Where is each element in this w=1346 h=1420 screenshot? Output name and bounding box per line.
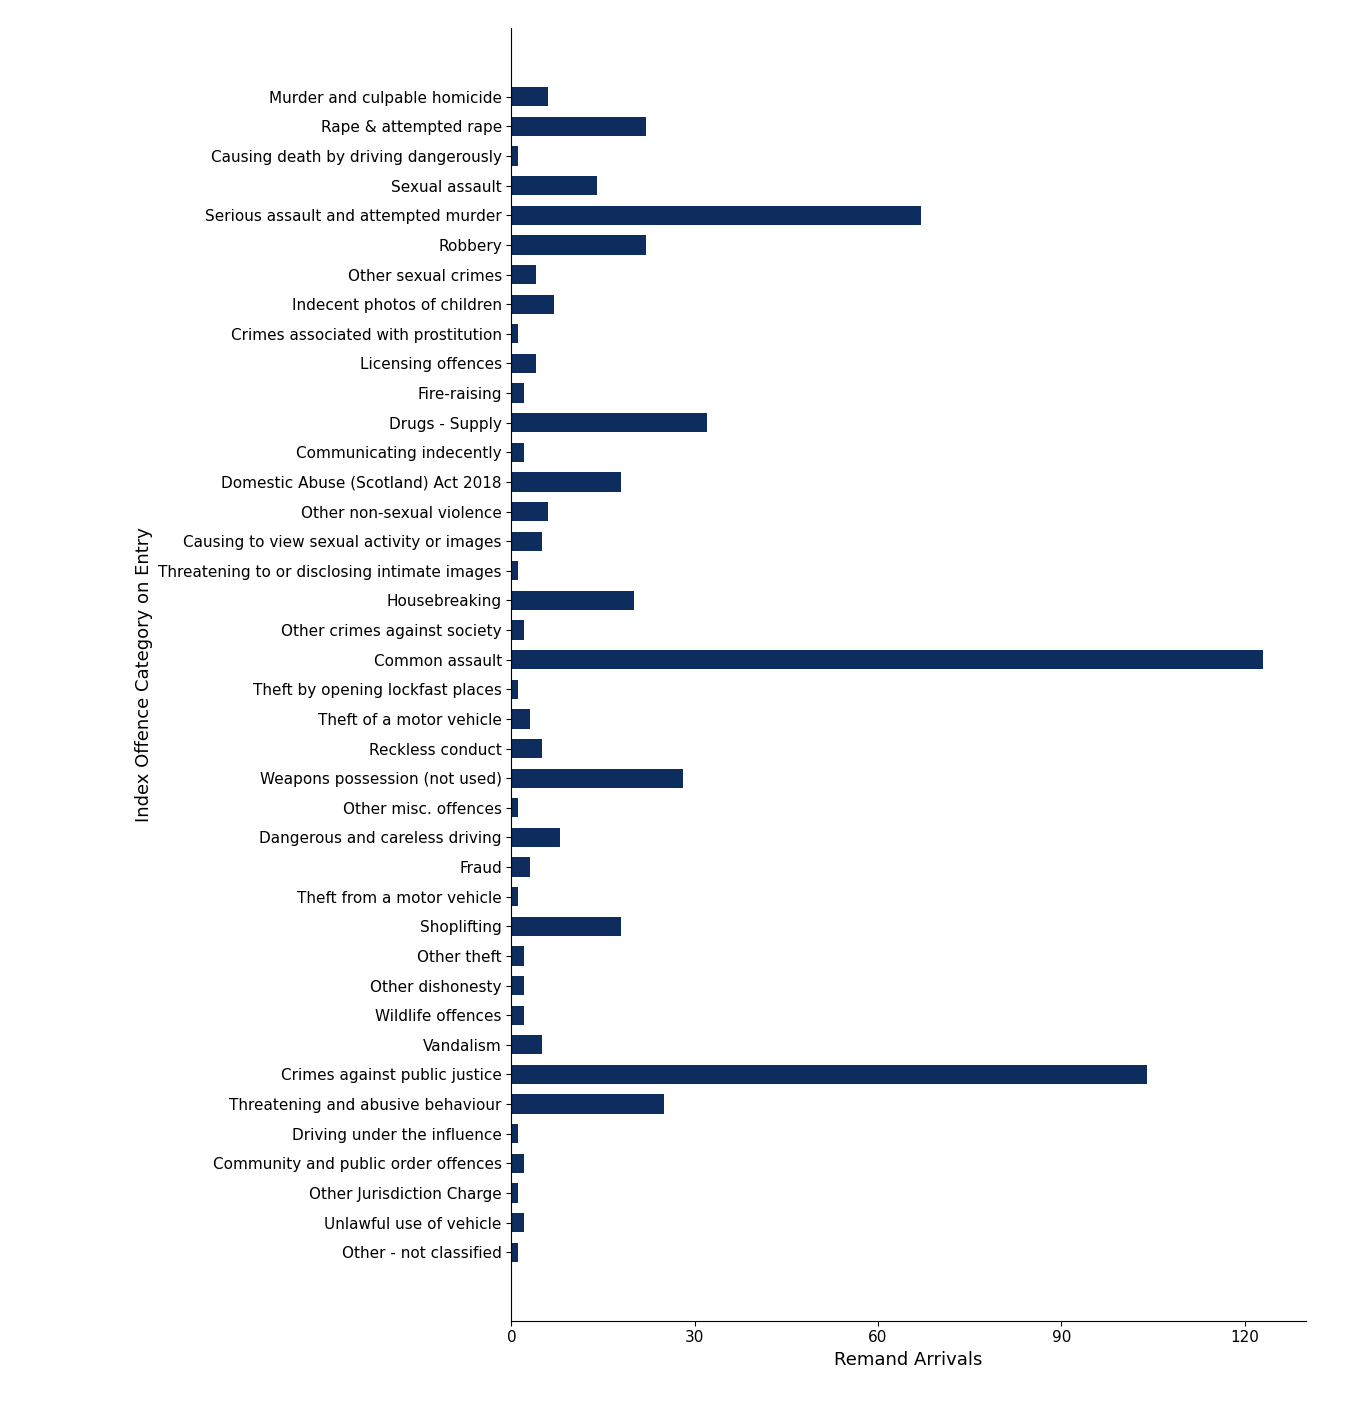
Bar [511,176,598,196]
Bar [511,146,518,166]
Y-axis label: Index Offence Category on Entry: Index Offence Category on Entry [135,527,152,822]
Bar [511,888,518,906]
Bar [511,917,622,936]
Bar [511,413,707,432]
Bar [511,1183,518,1203]
Bar [511,561,518,581]
Bar [511,116,646,136]
Bar [511,798,518,818]
Bar [511,1153,524,1173]
Bar [511,976,524,995]
Bar [511,443,524,462]
Bar [511,531,542,551]
Bar [511,828,560,848]
Bar [511,383,524,403]
Bar [511,1213,524,1233]
Bar [511,266,536,284]
Bar [511,206,921,224]
Bar [511,738,542,758]
Bar [511,1125,518,1143]
Bar [511,710,530,728]
Bar [511,294,555,314]
Bar [511,858,530,876]
Bar [511,621,524,639]
Bar [511,501,548,521]
Bar [511,591,634,611]
Bar [511,768,682,788]
Bar [511,473,622,491]
Bar [511,1242,518,1262]
Bar [511,236,646,254]
Bar [511,1005,524,1025]
Bar [511,946,524,966]
Bar [511,1035,542,1055]
Bar [511,324,518,344]
Bar [511,680,518,699]
X-axis label: Remand Arrivals: Remand Arrivals [835,1350,983,1369]
Bar [511,1065,1147,1083]
Bar [511,87,548,106]
Bar [511,1095,664,1113]
Bar [511,650,1263,669]
Bar [511,354,536,373]
